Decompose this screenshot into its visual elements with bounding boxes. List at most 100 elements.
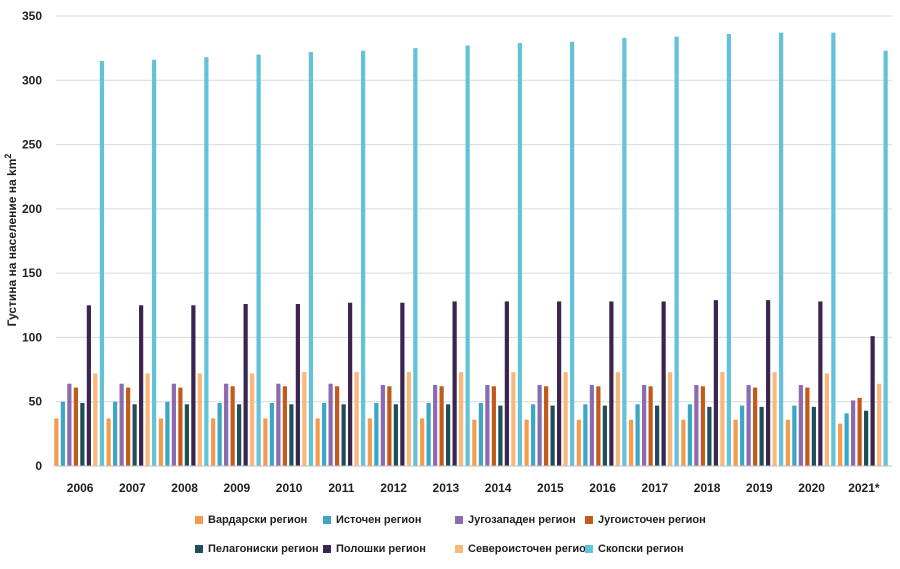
bar bbox=[766, 300, 771, 466]
bar bbox=[805, 387, 810, 466]
bar bbox=[798, 385, 803, 466]
x-tick-label: 2017 bbox=[642, 481, 669, 495]
bar bbox=[615, 372, 620, 466]
bar bbox=[230, 386, 235, 466]
y-tick-label: 150 bbox=[22, 266, 42, 280]
bar bbox=[282, 386, 287, 466]
bar bbox=[550, 405, 555, 466]
legend-item: Југозападен регион bbox=[455, 514, 576, 526]
bar bbox=[406, 372, 411, 466]
bar bbox=[622, 37, 627, 467]
bar bbox=[152, 59, 157, 467]
bar bbox=[315, 418, 320, 466]
legend-item: Полошки регион bbox=[323, 543, 426, 555]
bar bbox=[341, 404, 346, 466]
bar bbox=[694, 385, 699, 466]
bar bbox=[478, 403, 483, 466]
bar bbox=[302, 372, 307, 466]
x-tick-label: 2021* bbox=[848, 481, 880, 495]
bar bbox=[472, 419, 477, 466]
bar bbox=[883, 50, 888, 467]
bar bbox=[256, 54, 261, 466]
bar bbox=[452, 301, 457, 466]
bar bbox=[328, 383, 333, 466]
bar bbox=[596, 386, 601, 466]
bar bbox=[420, 418, 425, 466]
bar bbox=[60, 401, 65, 466]
bar bbox=[413, 48, 418, 466]
bar bbox=[73, 387, 78, 466]
bar bbox=[86, 305, 91, 466]
bar bbox=[361, 50, 366, 467]
bar bbox=[191, 305, 196, 466]
bar bbox=[681, 419, 686, 466]
bar bbox=[759, 406, 764, 466]
bar bbox=[838, 423, 843, 466]
bar bbox=[374, 403, 379, 466]
bar bbox=[818, 301, 823, 466]
bar bbox=[648, 386, 653, 466]
bar bbox=[779, 32, 784, 467]
bar bbox=[707, 406, 712, 466]
bar bbox=[439, 386, 444, 466]
x-tick-label: 2016 bbox=[589, 481, 616, 495]
y-tick-label: 300 bbox=[22, 73, 42, 87]
y-tick-label: 250 bbox=[22, 138, 42, 152]
bar bbox=[740, 405, 745, 466]
y-axis-label-main: Густина на население на km bbox=[5, 159, 19, 327]
bar bbox=[537, 385, 542, 466]
bar bbox=[224, 383, 229, 466]
bar bbox=[380, 385, 385, 466]
x-tick-label: 2010 bbox=[276, 481, 303, 495]
bar bbox=[99, 61, 104, 466]
bar bbox=[687, 404, 692, 466]
bar bbox=[295, 304, 300, 466]
legend-label: Пелагониски регион bbox=[208, 543, 319, 555]
bar bbox=[393, 404, 398, 466]
x-tick-label: 2015 bbox=[537, 481, 564, 495]
bar bbox=[459, 372, 464, 466]
bar bbox=[661, 301, 666, 466]
legend-label: Полошки регион bbox=[336, 543, 426, 555]
bar bbox=[857, 397, 862, 466]
y-tick-label: 200 bbox=[22, 202, 42, 216]
bar bbox=[243, 304, 248, 466]
legend-swatch bbox=[585, 516, 593, 524]
bar bbox=[446, 404, 451, 466]
legend-label: Источен регион bbox=[336, 514, 422, 526]
bar bbox=[433, 385, 438, 466]
axes: 0 50 100 150 200 250 300 350 2006 2007 2008 2009 201… bbox=[22, 9, 892, 495]
legend-swatch bbox=[585, 545, 593, 553]
bar bbox=[113, 401, 118, 466]
bar bbox=[276, 383, 281, 466]
bar bbox=[531, 404, 536, 466]
bar bbox=[563, 372, 568, 466]
bar bbox=[387, 386, 392, 466]
bar bbox=[583, 404, 588, 466]
x-tick-label: 2018 bbox=[694, 481, 721, 495]
bar bbox=[269, 403, 274, 466]
bar bbox=[367, 418, 372, 466]
bar bbox=[263, 418, 268, 466]
bar bbox=[54, 418, 59, 466]
bar bbox=[609, 301, 614, 466]
bar bbox=[80, 403, 85, 466]
bar bbox=[197, 373, 202, 466]
y-tick-label: 50 bbox=[29, 395, 43, 409]
bars bbox=[54, 32, 888, 467]
bar bbox=[713, 300, 718, 466]
bar bbox=[126, 387, 131, 466]
legend-swatch bbox=[455, 516, 463, 524]
bar bbox=[498, 405, 503, 466]
bar bbox=[746, 385, 751, 466]
bar bbox=[250, 373, 255, 466]
bar bbox=[139, 305, 144, 466]
legend-label: Североисточен регион bbox=[468, 543, 593, 555]
legend-label: Скопски регион bbox=[598, 543, 684, 555]
x-tick-label: 2013 bbox=[433, 481, 460, 495]
x-tick-label: 2020 bbox=[798, 481, 825, 495]
x-tick-label: 2014 bbox=[485, 481, 512, 495]
bar bbox=[204, 57, 209, 466]
bar bbox=[165, 401, 170, 466]
bar bbox=[335, 386, 340, 466]
